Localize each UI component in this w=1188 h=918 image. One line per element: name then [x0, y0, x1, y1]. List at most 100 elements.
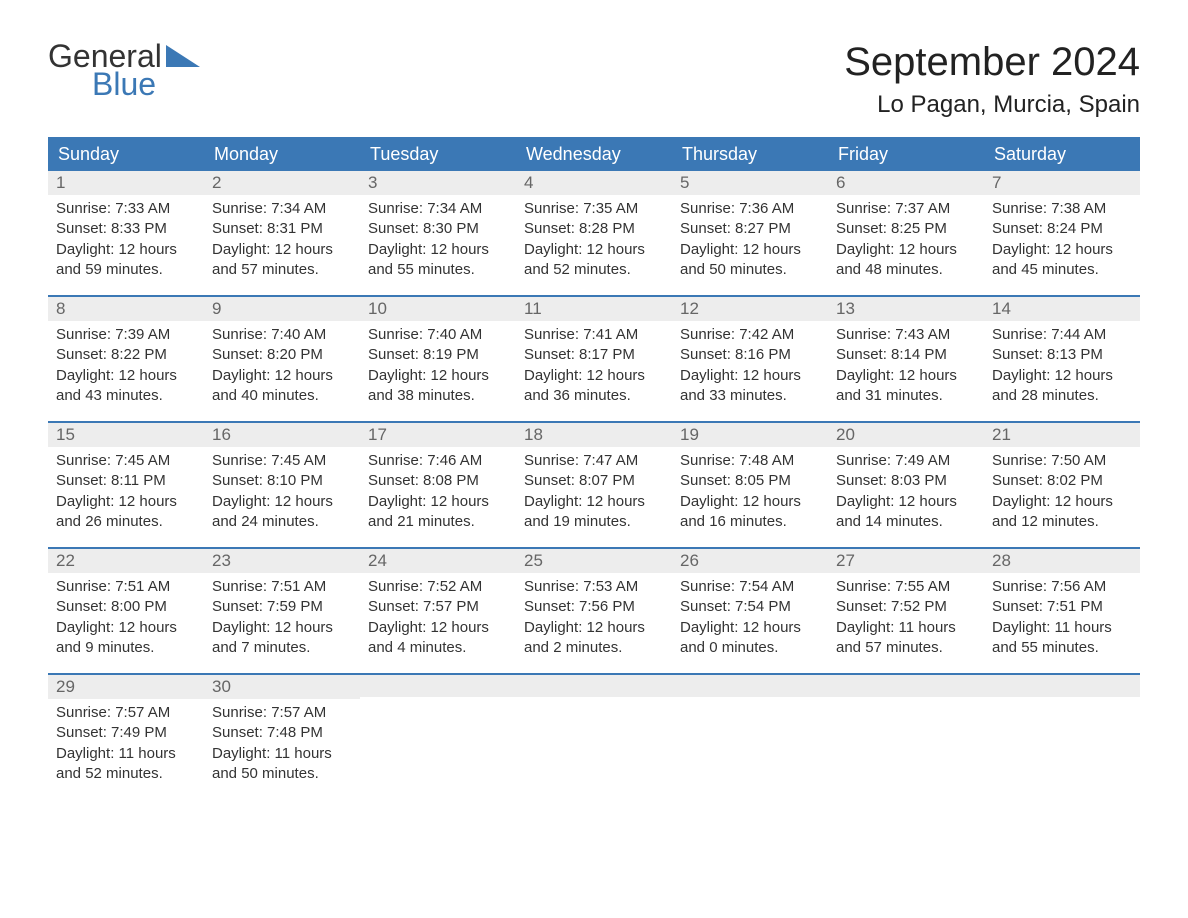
day-content: Sunrise: 7:35 AMSunset: 8:28 PMDaylight:…	[516, 195, 672, 280]
sunrise-text: Sunrise: 7:33 AM	[56, 199, 196, 219]
daylight-line1: Daylight: 12 hours	[992, 492, 1132, 512]
sunset-text: Sunset: 8:05 PM	[680, 471, 820, 491]
month-title: September 2024	[844, 40, 1140, 85]
day-cell: 12Sunrise: 7:42 AMSunset: 8:16 PMDayligh…	[672, 297, 828, 421]
sunset-text: Sunset: 8:08 PM	[368, 471, 508, 491]
day-content: Sunrise: 7:57 AMSunset: 7:49 PMDaylight:…	[48, 699, 204, 784]
title-block: September 2024 Lo Pagan, Murcia, Spain	[844, 40, 1140, 119]
sunrise-text: Sunrise: 7:38 AM	[992, 199, 1132, 219]
daylight-line2: and 59 minutes.	[56, 260, 196, 280]
daylight-line2: and 43 minutes.	[56, 386, 196, 406]
sunset-text: Sunset: 8:00 PM	[56, 597, 196, 617]
sunset-text: Sunset: 7:52 PM	[836, 597, 976, 617]
sunrise-text: Sunrise: 7:41 AM	[524, 325, 664, 345]
day-number: 20	[828, 423, 984, 447]
day-content: Sunrise: 7:47 AMSunset: 8:07 PMDaylight:…	[516, 447, 672, 532]
daylight-line2: and 12 minutes.	[992, 512, 1132, 532]
weekday-sat: Saturday	[984, 138, 1140, 171]
week-row: 1Sunrise: 7:33 AMSunset: 8:33 PMDaylight…	[48, 171, 1140, 295]
day-content: Sunrise: 7:53 AMSunset: 7:56 PMDaylight:…	[516, 573, 672, 658]
day-content: Sunrise: 7:41 AMSunset: 8:17 PMDaylight:…	[516, 321, 672, 406]
sunrise-text: Sunrise: 7:55 AM	[836, 577, 976, 597]
day-content: Sunrise: 7:38 AMSunset: 8:24 PMDaylight:…	[984, 195, 1140, 280]
day-content: Sunrise: 7:45 AMSunset: 8:10 PMDaylight:…	[204, 447, 360, 532]
day-number: 3	[360, 171, 516, 195]
sunset-text: Sunset: 8:22 PM	[56, 345, 196, 365]
day-content: Sunrise: 7:56 AMSunset: 7:51 PMDaylight:…	[984, 573, 1140, 658]
day-number: 18	[516, 423, 672, 447]
day-cell: 30Sunrise: 7:57 AMSunset: 7:48 PMDayligh…	[204, 675, 360, 799]
daylight-line1: Daylight: 12 hours	[836, 240, 976, 260]
day-number-blank	[672, 675, 828, 697]
daylight-line2: and 0 minutes.	[680, 638, 820, 658]
day-cell: 16Sunrise: 7:45 AMSunset: 8:10 PMDayligh…	[204, 423, 360, 547]
weekday-wed: Wednesday	[516, 138, 672, 171]
sunrise-text: Sunrise: 7:57 AM	[56, 703, 196, 723]
sunrise-text: Sunrise: 7:54 AM	[680, 577, 820, 597]
day-content: Sunrise: 7:48 AMSunset: 8:05 PMDaylight:…	[672, 447, 828, 532]
daylight-line1: Daylight: 12 hours	[836, 492, 976, 512]
sunrise-text: Sunrise: 7:45 AM	[56, 451, 196, 471]
sunset-text: Sunset: 7:59 PM	[212, 597, 352, 617]
sunrise-text: Sunrise: 7:53 AM	[524, 577, 664, 597]
day-cell: 6Sunrise: 7:37 AMSunset: 8:25 PMDaylight…	[828, 171, 984, 295]
day-number: 8	[48, 297, 204, 321]
day-cell: 22Sunrise: 7:51 AMSunset: 8:00 PMDayligh…	[48, 549, 204, 673]
day-cell: 3Sunrise: 7:34 AMSunset: 8:30 PMDaylight…	[360, 171, 516, 295]
day-content: Sunrise: 7:46 AMSunset: 8:08 PMDaylight:…	[360, 447, 516, 532]
sunset-text: Sunset: 8:20 PM	[212, 345, 352, 365]
sunrise-text: Sunrise: 7:35 AM	[524, 199, 664, 219]
day-content: Sunrise: 7:49 AMSunset: 8:03 PMDaylight:…	[828, 447, 984, 532]
daylight-line2: and 40 minutes.	[212, 386, 352, 406]
daylight-line2: and 2 minutes.	[524, 638, 664, 658]
sunrise-text: Sunrise: 7:50 AM	[992, 451, 1132, 471]
day-number: 2	[204, 171, 360, 195]
daylight-line1: Daylight: 12 hours	[680, 366, 820, 386]
sunset-text: Sunset: 8:03 PM	[836, 471, 976, 491]
daylight-line1: Daylight: 12 hours	[524, 240, 664, 260]
sunset-text: Sunset: 8:19 PM	[368, 345, 508, 365]
daylight-line2: and 7 minutes.	[212, 638, 352, 658]
daylight-line2: and 52 minutes.	[524, 260, 664, 280]
day-cell	[360, 675, 516, 799]
day-number: 10	[360, 297, 516, 321]
daylight-line1: Daylight: 12 hours	[368, 240, 508, 260]
day-number: 9	[204, 297, 360, 321]
day-content: Sunrise: 7:39 AMSunset: 8:22 PMDaylight:…	[48, 321, 204, 406]
week-row: 29Sunrise: 7:57 AMSunset: 7:49 PMDayligh…	[48, 673, 1140, 799]
day-content: Sunrise: 7:34 AMSunset: 8:30 PMDaylight:…	[360, 195, 516, 280]
sunrise-text: Sunrise: 7:36 AM	[680, 199, 820, 219]
week-row: 15Sunrise: 7:45 AMSunset: 8:11 PMDayligh…	[48, 421, 1140, 547]
weekday-sun: Sunday	[48, 138, 204, 171]
sunset-text: Sunset: 8:02 PM	[992, 471, 1132, 491]
day-cell	[516, 675, 672, 799]
day-number: 7	[984, 171, 1140, 195]
logo: General Blue	[48, 40, 200, 100]
sunset-text: Sunset: 8:31 PM	[212, 219, 352, 239]
day-content: Sunrise: 7:34 AMSunset: 8:31 PMDaylight:…	[204, 195, 360, 280]
day-content: Sunrise: 7:36 AMSunset: 8:27 PMDaylight:…	[672, 195, 828, 280]
sunset-text: Sunset: 8:28 PM	[524, 219, 664, 239]
day-cell: 18Sunrise: 7:47 AMSunset: 8:07 PMDayligh…	[516, 423, 672, 547]
daylight-line2: and 55 minutes.	[368, 260, 508, 280]
daylight-line1: Daylight: 12 hours	[56, 618, 196, 638]
day-number: 13	[828, 297, 984, 321]
weekday-header-row: Sunday Monday Tuesday Wednesday Thursday…	[48, 138, 1140, 171]
day-cell: 26Sunrise: 7:54 AMSunset: 7:54 PMDayligh…	[672, 549, 828, 673]
daylight-line1: Daylight: 12 hours	[212, 240, 352, 260]
sunrise-text: Sunrise: 7:51 AM	[212, 577, 352, 597]
daylight-line1: Daylight: 12 hours	[524, 492, 664, 512]
day-content: Sunrise: 7:43 AMSunset: 8:14 PMDaylight:…	[828, 321, 984, 406]
weekday-tue: Tuesday	[360, 138, 516, 171]
sunrise-text: Sunrise: 7:34 AM	[368, 199, 508, 219]
day-number: 15	[48, 423, 204, 447]
day-cell: 19Sunrise: 7:48 AMSunset: 8:05 PMDayligh…	[672, 423, 828, 547]
sunrise-text: Sunrise: 7:52 AM	[368, 577, 508, 597]
sunrise-text: Sunrise: 7:39 AM	[56, 325, 196, 345]
daylight-line2: and 33 minutes.	[680, 386, 820, 406]
daylight-line1: Daylight: 12 hours	[836, 366, 976, 386]
day-content: Sunrise: 7:37 AMSunset: 8:25 PMDaylight:…	[828, 195, 984, 280]
sunset-text: Sunset: 7:56 PM	[524, 597, 664, 617]
day-number: 30	[204, 675, 360, 699]
daylight-line2: and 55 minutes.	[992, 638, 1132, 658]
